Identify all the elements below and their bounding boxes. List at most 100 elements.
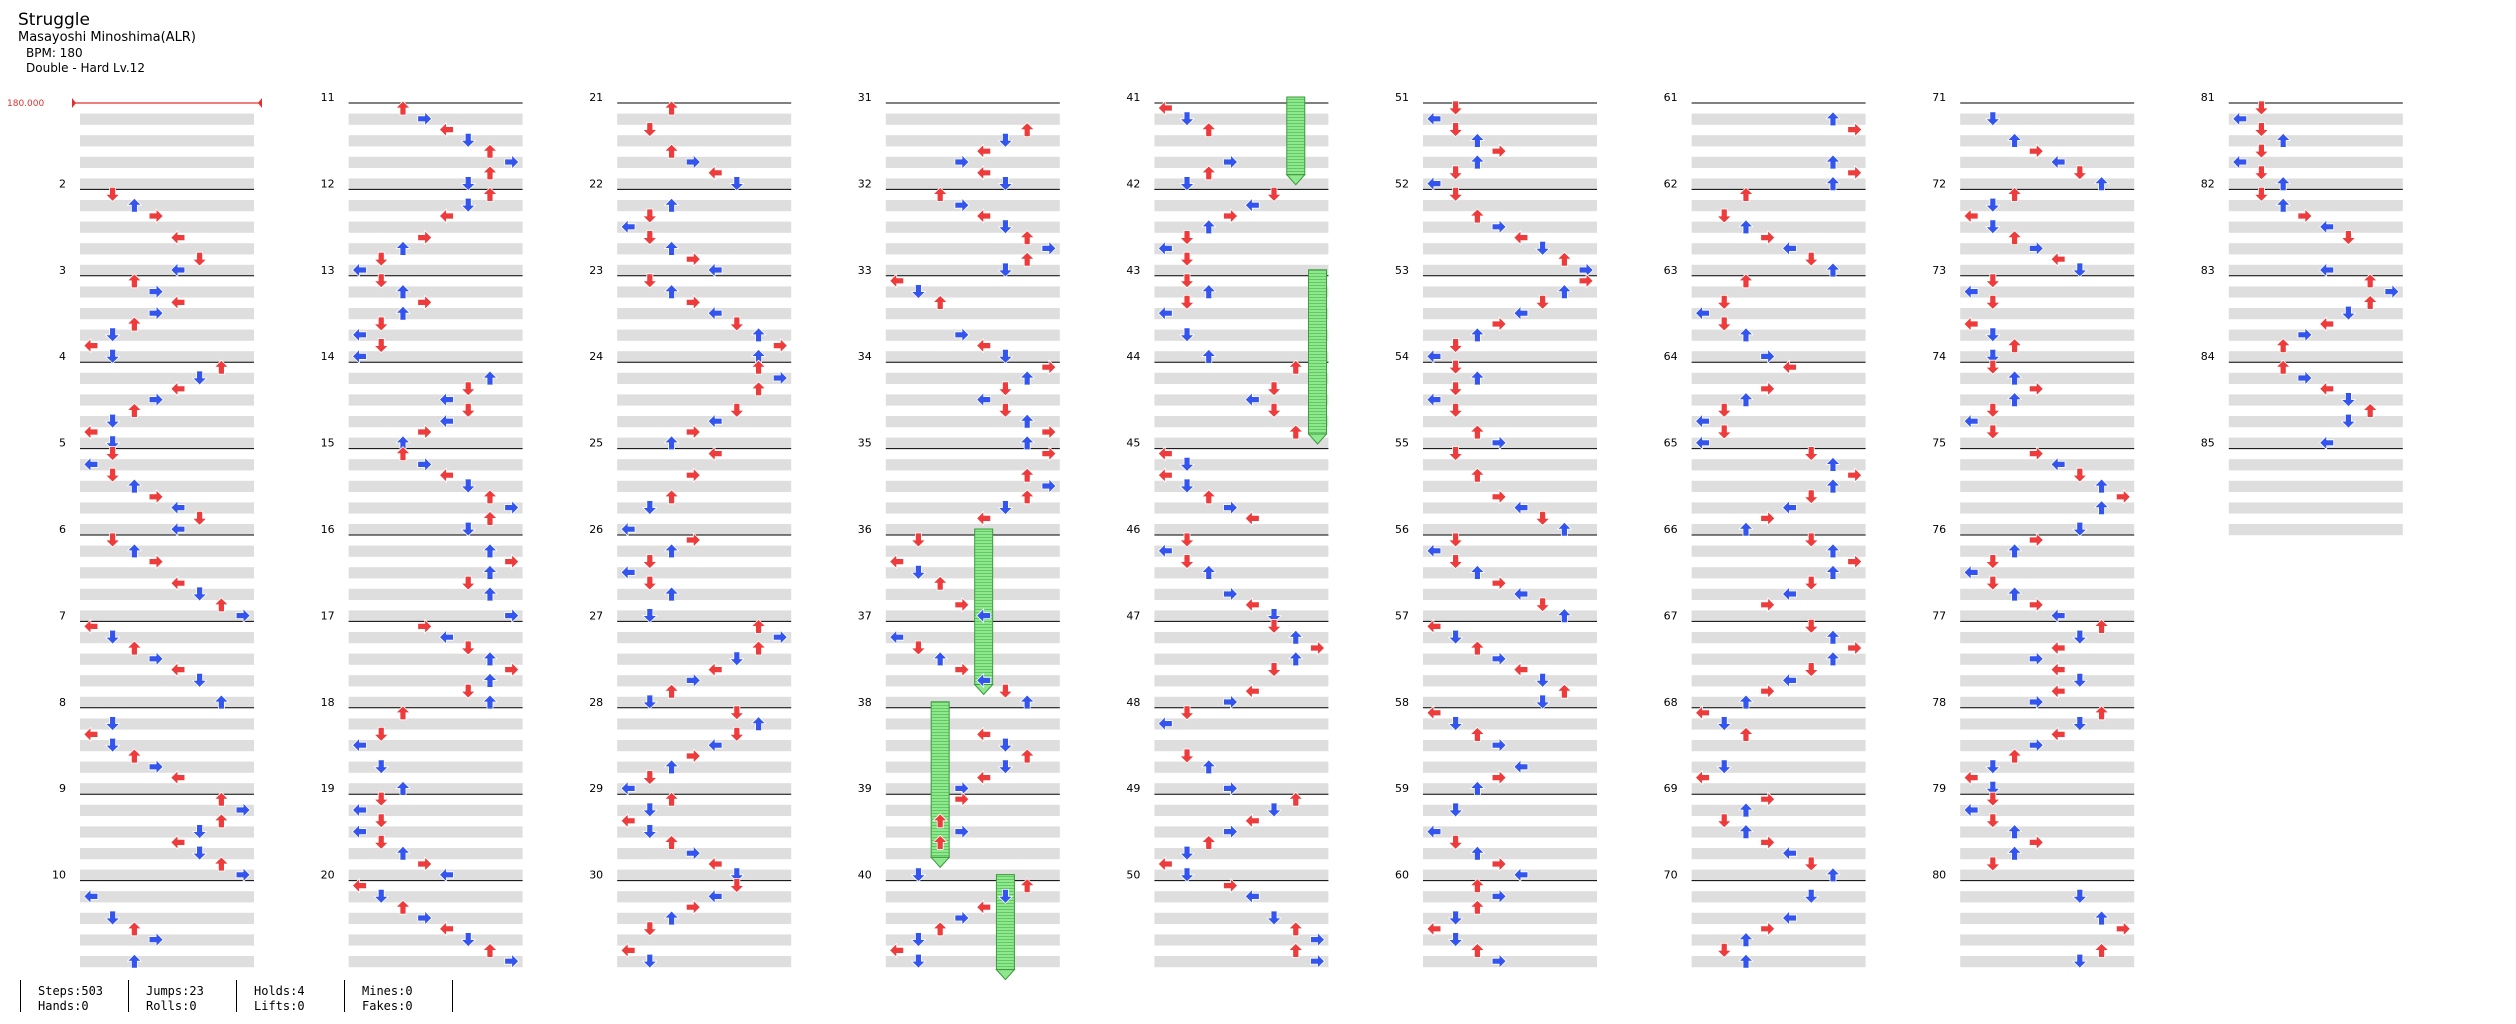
measure-band bbox=[1423, 869, 1597, 881]
measure-band bbox=[1691, 632, 1866, 644]
measure-band bbox=[348, 632, 523, 644]
measure-band bbox=[2228, 264, 2403, 276]
measure-band bbox=[617, 783, 792, 795]
measure-band bbox=[2228, 502, 2403, 514]
measure-band bbox=[1423, 329, 1597, 341]
measure-band bbox=[1154, 308, 1329, 320]
measure-band bbox=[80, 740, 254, 752]
measure-band bbox=[885, 675, 1060, 687]
measure-number: 31 bbox=[858, 91, 872, 104]
measure-band bbox=[617, 545, 792, 557]
measure-band bbox=[1960, 567, 2135, 579]
measure-bands bbox=[80, 113, 2403, 968]
hold-body bbox=[1286, 96, 1306, 176]
measure-band bbox=[348, 437, 523, 449]
song-title: Struggle bbox=[18, 10, 90, 30]
measure-number: 33 bbox=[858, 264, 872, 277]
measure-band bbox=[1691, 696, 1866, 708]
measure-band bbox=[1691, 545, 1866, 557]
measure-band bbox=[1960, 761, 2135, 773]
measure-band bbox=[1960, 524, 2135, 536]
measure-number: 84 bbox=[2201, 350, 2215, 363]
measure-number: 77 bbox=[1932, 609, 1946, 622]
measure-band bbox=[1423, 524, 1597, 536]
measure-band bbox=[348, 588, 523, 600]
measure-band bbox=[1423, 632, 1597, 644]
measure-band bbox=[885, 848, 1060, 860]
measure-band bbox=[1154, 459, 1329, 471]
measure-band bbox=[1154, 416, 1329, 428]
measure-band bbox=[885, 567, 1060, 579]
measure-band bbox=[1960, 848, 2135, 860]
measure-band bbox=[1154, 480, 1329, 492]
measure-number: 43 bbox=[1126, 264, 1140, 277]
measure-band bbox=[80, 221, 254, 233]
measure-band bbox=[80, 113, 254, 125]
measure-band bbox=[80, 308, 254, 320]
measure-band bbox=[2228, 243, 2403, 255]
measure-band bbox=[1960, 545, 2135, 557]
measure-band bbox=[617, 632, 792, 644]
measure-band bbox=[348, 113, 523, 125]
measure-band bbox=[348, 524, 523, 536]
measure-number: 66 bbox=[1664, 523, 1678, 536]
measure-band bbox=[2228, 372, 2403, 384]
measure-band bbox=[1691, 891, 1866, 903]
measure-band bbox=[885, 912, 1060, 924]
measure-band bbox=[80, 610, 254, 622]
measure-band bbox=[1960, 200, 2135, 212]
measure-band bbox=[2228, 480, 2403, 492]
hold-tail bbox=[1285, 174, 1306, 186]
measure-number: 14 bbox=[321, 350, 335, 363]
measure-band bbox=[1423, 783, 1597, 795]
measure-band bbox=[80, 891, 254, 903]
measure-band bbox=[1423, 372, 1597, 384]
measure-band bbox=[80, 459, 254, 471]
measure-band bbox=[1154, 804, 1329, 816]
measure-band bbox=[80, 567, 254, 579]
measure-band bbox=[348, 934, 523, 946]
measure-band bbox=[2228, 394, 2403, 406]
measure-band bbox=[80, 912, 254, 924]
measure-band bbox=[2228, 113, 2403, 125]
measure-band bbox=[617, 502, 792, 514]
measure-band bbox=[617, 264, 792, 276]
hold-notes bbox=[930, 96, 1328, 980]
measure-band bbox=[348, 610, 523, 622]
measure-number: 15 bbox=[321, 437, 335, 450]
measure-band bbox=[1691, 113, 1866, 125]
measure-band bbox=[1154, 156, 1329, 168]
measure-band bbox=[617, 351, 792, 363]
stat-holds: Holds:4 bbox=[254, 984, 305, 998]
measure-band bbox=[80, 804, 254, 816]
measure-band bbox=[2228, 524, 2403, 536]
measure-band bbox=[1691, 351, 1866, 363]
measure-band bbox=[1423, 891, 1597, 903]
measure-band bbox=[80, 437, 254, 449]
song-artist: Masayoshi Minoshima(ALR) bbox=[18, 30, 196, 45]
measure-band bbox=[80, 653, 254, 665]
measure-band bbox=[885, 653, 1060, 665]
measure-band bbox=[80, 329, 254, 341]
measure-band bbox=[617, 178, 792, 190]
measure-band bbox=[80, 826, 254, 838]
measure-band bbox=[885, 135, 1060, 147]
measure-band bbox=[1691, 956, 1866, 968]
measure-band bbox=[617, 610, 792, 622]
measure-band bbox=[1960, 675, 2135, 687]
measure-band bbox=[617, 416, 792, 428]
measure-band bbox=[1154, 610, 1329, 622]
measure-number: 51 bbox=[1395, 91, 1409, 104]
measure-band bbox=[1960, 891, 2135, 903]
measure-band bbox=[1960, 264, 2135, 276]
measure-band bbox=[1960, 804, 2135, 816]
measure-band bbox=[80, 848, 254, 860]
measure-band bbox=[1960, 956, 2135, 968]
measure-band bbox=[885, 113, 1060, 125]
measure-band bbox=[1960, 329, 2135, 341]
measure-band bbox=[885, 761, 1060, 773]
measure-band bbox=[1691, 567, 1866, 579]
measure-number: 20 bbox=[321, 869, 335, 882]
measure-band bbox=[348, 351, 523, 363]
measure-band bbox=[617, 588, 792, 600]
